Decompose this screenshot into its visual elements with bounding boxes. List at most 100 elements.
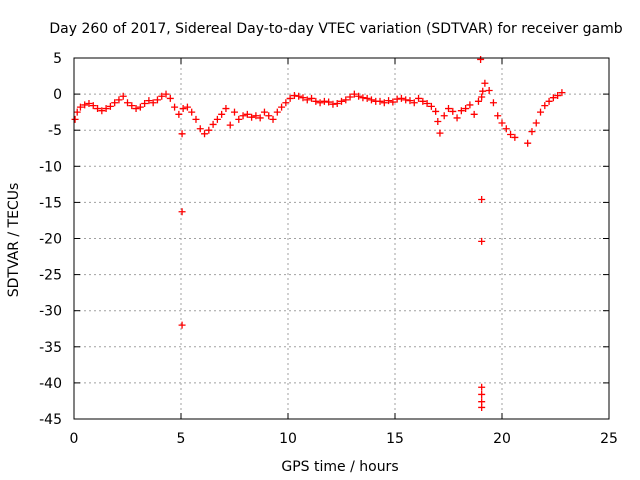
y-tick-label: -25 (39, 268, 62, 284)
data-point (541, 102, 549, 110)
data-point (265, 112, 273, 120)
data-point (256, 114, 264, 122)
data-point (282, 99, 290, 107)
data-point (119, 92, 127, 100)
data-point (179, 105, 187, 113)
data-point (359, 94, 367, 102)
data-points (71, 55, 566, 411)
data-point (554, 92, 562, 100)
data-point (485, 86, 493, 94)
data-point (213, 115, 221, 123)
data-point (303, 96, 311, 104)
data-point (427, 102, 435, 110)
data-point (252, 112, 260, 120)
data-point (423, 99, 431, 107)
data-point (453, 114, 461, 122)
data-point (385, 97, 393, 105)
y-tick-label: -15 (39, 195, 62, 211)
data-point (132, 105, 140, 113)
data-point (545, 97, 553, 105)
data-point (355, 92, 363, 100)
data-point (166, 94, 174, 102)
x-tick-label: 15 (386, 431, 404, 447)
data-point (481, 79, 489, 87)
data-point (178, 130, 186, 138)
data-point (145, 97, 153, 105)
data-point (73, 108, 81, 116)
grid-lines (74, 58, 609, 419)
data-point (218, 110, 226, 118)
data-point (312, 97, 320, 105)
data-point (325, 98, 333, 106)
data-point (479, 87, 487, 95)
data-point (136, 103, 144, 111)
data-point (222, 105, 230, 113)
data-point (478, 237, 486, 245)
data-point (367, 96, 375, 104)
data-point (350, 90, 358, 98)
data-point (462, 105, 470, 113)
data-point (393, 95, 401, 103)
data-point (178, 208, 186, 216)
data-point (477, 55, 485, 63)
data-point (286, 94, 294, 102)
data-point (178, 321, 186, 329)
data-point (478, 383, 486, 391)
data-point (209, 120, 217, 128)
data-point (419, 97, 427, 105)
data-point (320, 97, 328, 105)
data-point (457, 107, 465, 115)
data-point (338, 97, 345, 105)
data-point (478, 196, 486, 204)
data-point (85, 99, 93, 107)
data-point (397, 94, 405, 102)
y-tick-label: 0 (53, 87, 62, 103)
data-point (389, 98, 397, 106)
data-point (432, 107, 440, 115)
data-point (474, 97, 482, 105)
y-tick-labels: 5 0 -5 -10 -15 -20 -25 -30 -35 -40 -45 (39, 51, 62, 428)
y-tick-label: -10 (39, 159, 62, 175)
axis-ticks (73, 57, 610, 420)
data-point (410, 99, 418, 107)
x-tick-label: 20 (493, 431, 511, 447)
data-point (380, 99, 388, 107)
data-point (489, 99, 497, 107)
y-tick-label: -20 (39, 232, 62, 248)
data-point (235, 115, 243, 123)
data-point (406, 97, 414, 105)
data-point (153, 96, 161, 104)
data-point (192, 115, 200, 123)
data-point (478, 93, 486, 101)
x-tick-label: 0 (70, 431, 79, 447)
data-point (98, 107, 106, 115)
data-point (158, 92, 166, 100)
data-point (295, 92, 303, 100)
data-point (71, 115, 79, 123)
data-point (290, 92, 298, 100)
data-point (76, 103, 84, 111)
data-point (308, 94, 316, 102)
data-point (141, 99, 149, 107)
data-point (171, 103, 179, 111)
data-point (342, 96, 350, 104)
data-point (376, 97, 384, 105)
data-point (243, 110, 251, 118)
data-point (201, 130, 209, 138)
data-point (89, 102, 97, 110)
data-point (316, 99, 324, 107)
x-tick-label: 5 (177, 431, 186, 447)
data-point (231, 108, 238, 116)
data-point (470, 110, 478, 118)
x-tick-label: 25 (600, 431, 618, 447)
data-point (466, 101, 474, 109)
data-point (248, 113, 256, 121)
data-point (183, 103, 191, 111)
x-tick-labels: 0 5 10 15 20 25 (70, 431, 618, 447)
data-point (329, 100, 337, 108)
data-point (449, 107, 457, 115)
data-point (124, 99, 131, 107)
data-point (175, 110, 183, 118)
data-point (528, 128, 536, 136)
